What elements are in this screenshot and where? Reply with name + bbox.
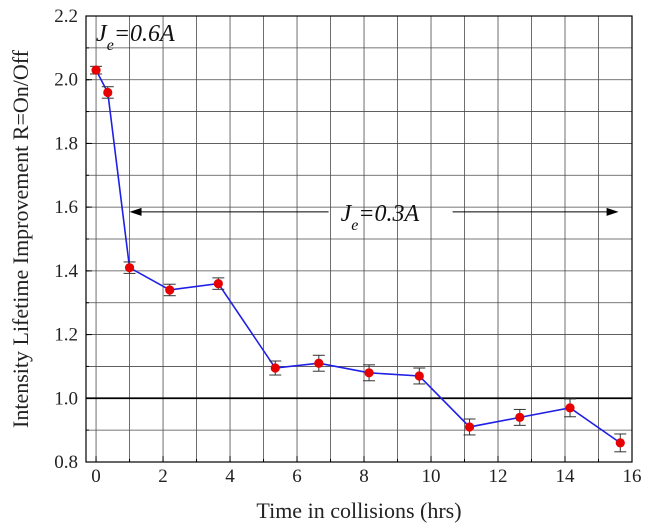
y-tick-label: 0.8: [54, 452, 78, 473]
x-tick-label: 10: [422, 466, 441, 487]
data-point: [270, 363, 280, 373]
series-line: [95, 69, 621, 444]
data-point: [103, 87, 113, 98]
annotation-label: Je=0.6A: [96, 21, 175, 54]
annotation-layer: Je=0.6A Je=0.3A: [96, 21, 619, 234]
y-tick-label: 1.6: [54, 197, 78, 218]
y-axis-title: Intensity Lifetime Improvement R=On/Off: [8, 49, 33, 428]
tick-layer: 0 2 4 6 8 10 12 14 16 0.8 1.0 1.2 1.4 1.6 1.8 2.0 2.2: [54, 6, 641, 487]
y-tick-label: 1.4: [54, 261, 78, 282]
data-point: [165, 285, 175, 295]
x-tick-label: 14: [556, 466, 576, 487]
x-tick-label: 0: [91, 466, 101, 487]
grid-layer: [86, 15, 633, 463]
x-tick-label: 6: [292, 466, 302, 487]
y-tick-label: 2.0: [54, 70, 78, 91]
plot-frame: [85, 15, 633, 463]
x-axis-title: Time in collisions (hrs): [256, 498, 461, 523]
x-tick-label: 2: [158, 466, 168, 487]
data-point: [124, 263, 135, 273]
y-tick-label: 1.0: [54, 388, 78, 409]
x-tick-label: 12: [489, 466, 508, 487]
series-layer: [90, 65, 627, 453]
annotation-arrowhead-right: [606, 207, 619, 216]
data-point: [615, 438, 625, 448]
data-point: [91, 65, 101, 75]
x-tick-label: 8: [359, 466, 369, 487]
data-point: [464, 422, 475, 432]
data-point: [213, 279, 223, 289]
annotation-label: Je=0.3A: [341, 201, 420, 234]
x-tick-label: 16: [623, 466, 642, 487]
y-tick-label: 1.8: [54, 133, 78, 154]
data-point: [515, 412, 525, 422]
y-tick-label: 2.2: [54, 6, 78, 27]
x-tick-label: 4: [225, 466, 235, 487]
data-point: [364, 368, 374, 378]
data-point: [565, 403, 575, 413]
y-tick-label: 1.2: [54, 325, 78, 346]
annotation-arrowhead-left: [129, 207, 142, 216]
data-point: [414, 371, 424, 381]
data-point: [314, 358, 324, 368]
